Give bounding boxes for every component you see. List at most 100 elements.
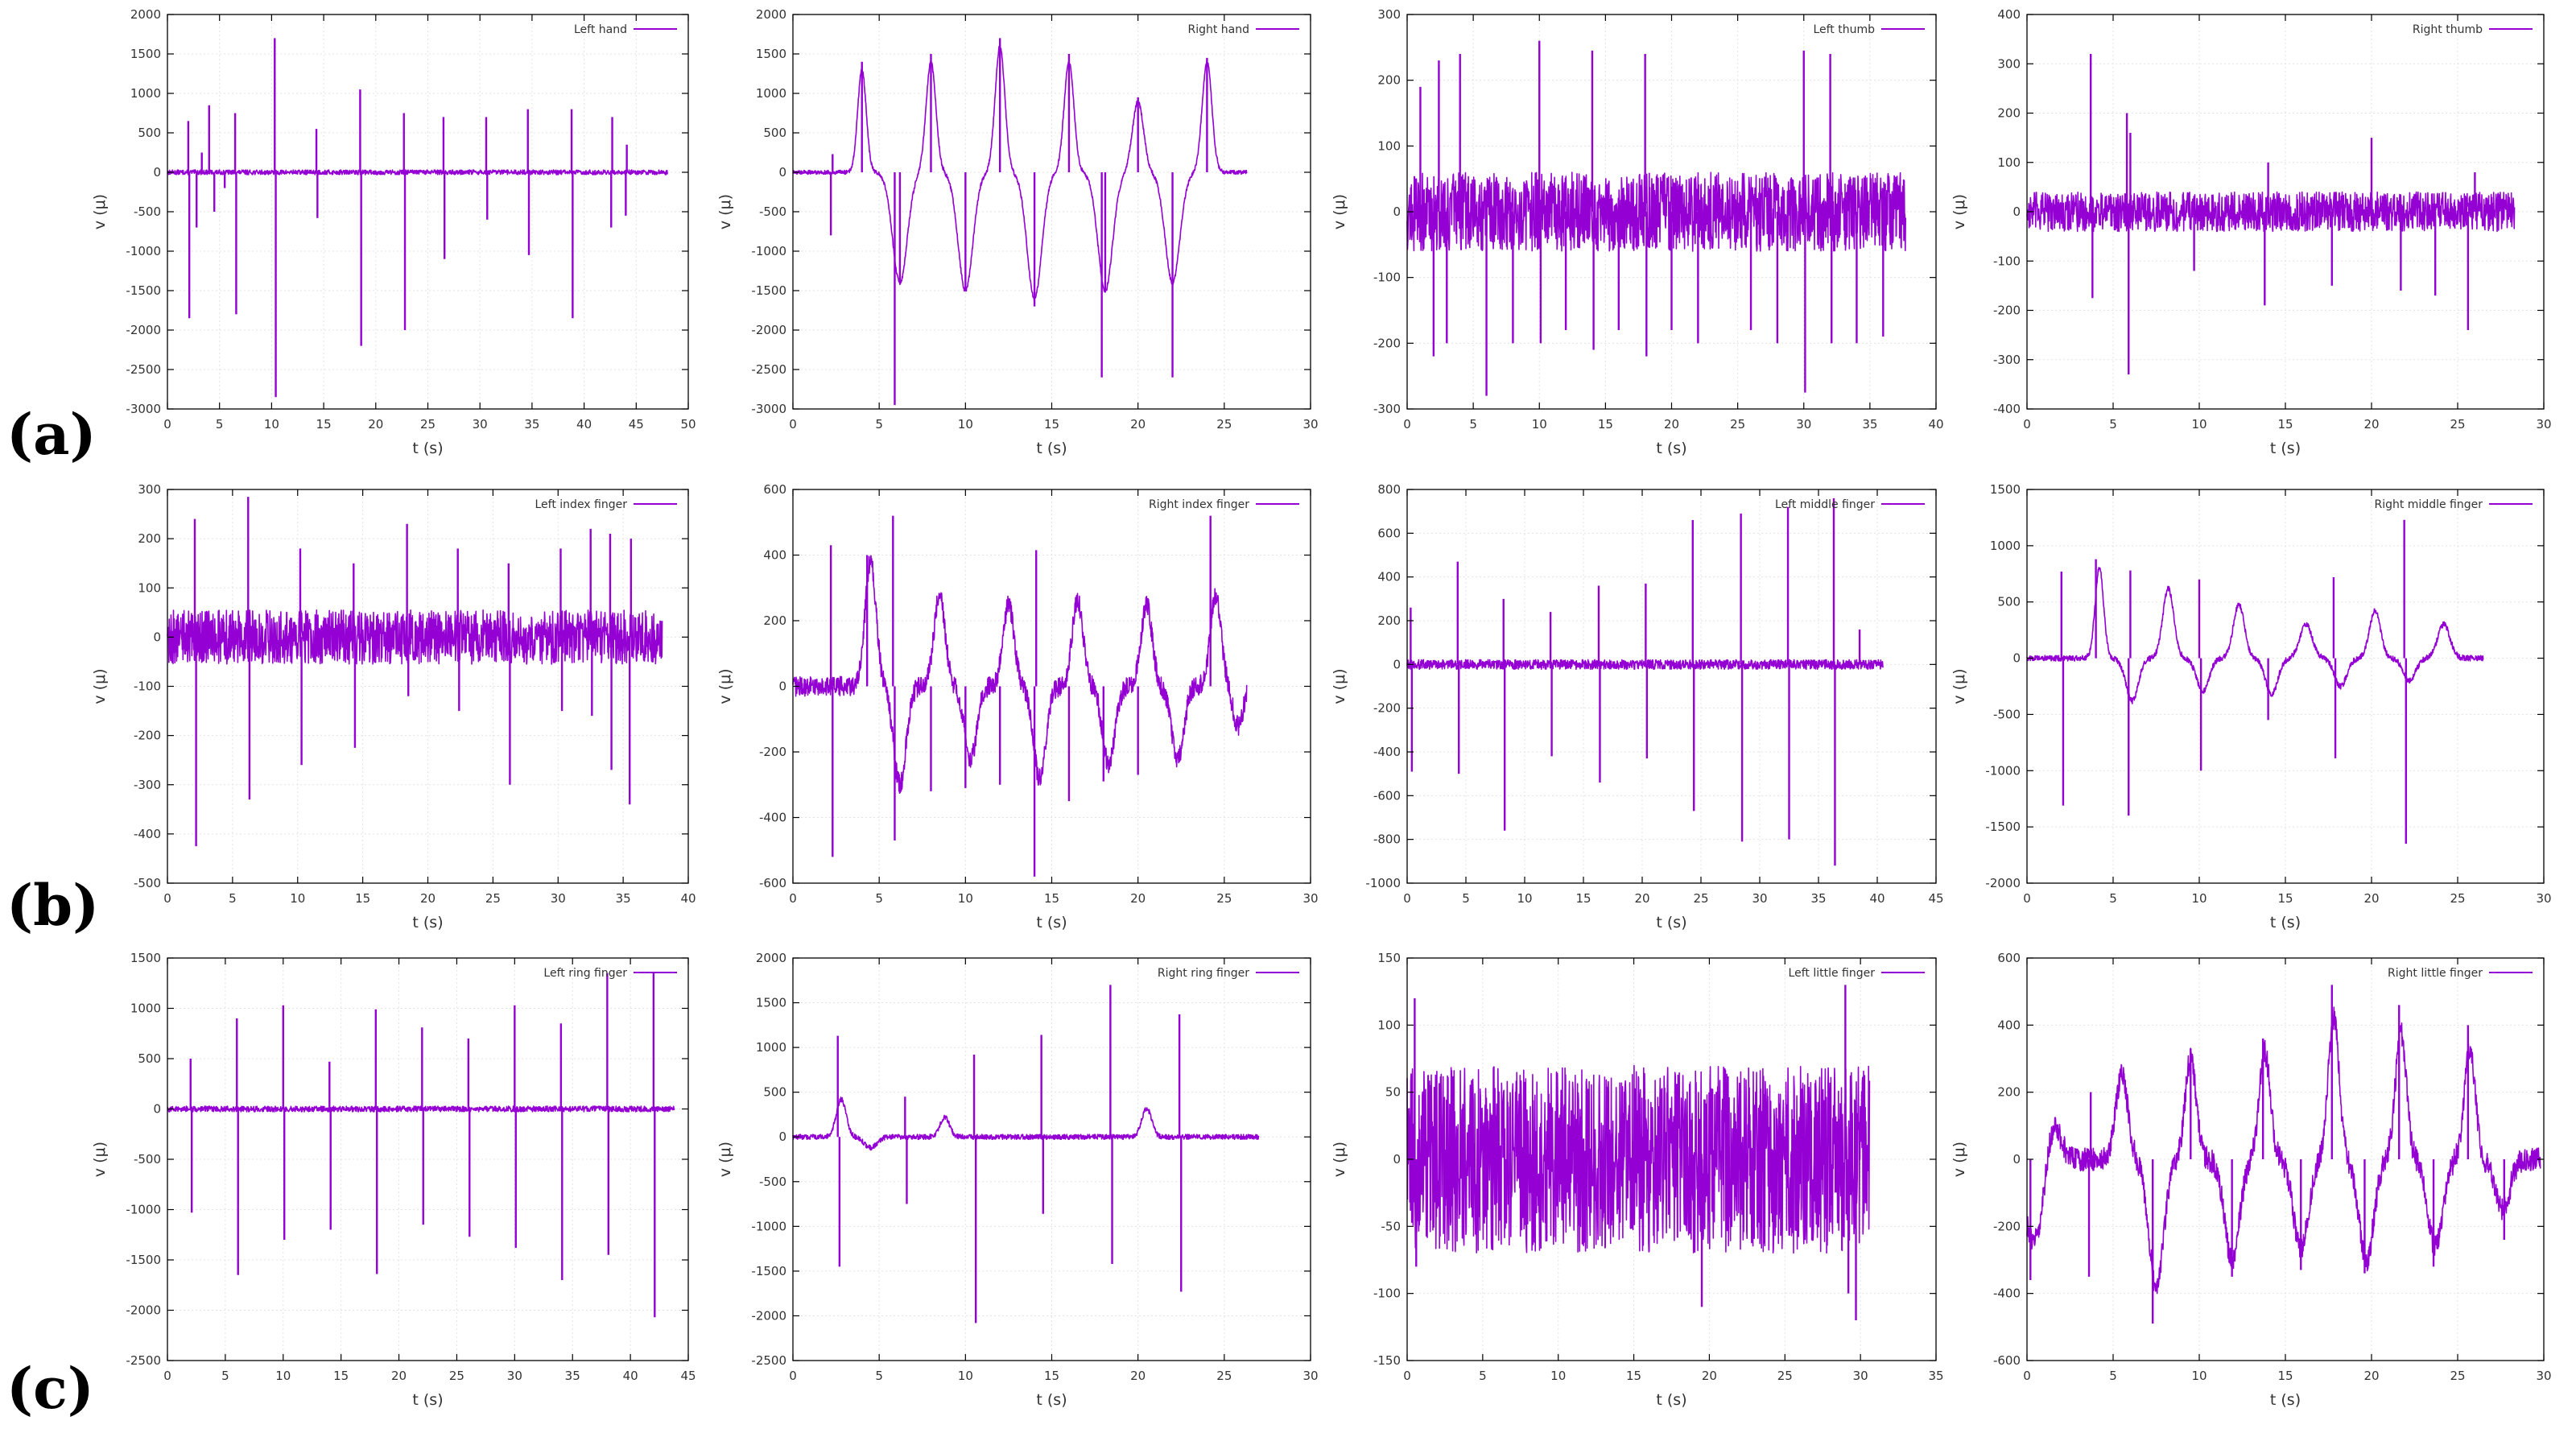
y-tick-label: 400 (763, 548, 786, 563)
y-axis-label: v (μ) (91, 194, 109, 229)
y-tick-label: -2500 (126, 362, 161, 377)
y-tick-label: 500 (138, 126, 161, 140)
y-tick-label: 500 (763, 1085, 786, 1100)
y-tick-label: -100 (1993, 254, 2021, 268)
x-tick-label: 25 (449, 1369, 464, 1383)
row-label-c: (c) (6, 1355, 94, 1422)
y-tick-label: 0 (153, 630, 161, 644)
legend: Left ring finger (543, 967, 677, 980)
y-tick-label: 2000 (756, 7, 786, 22)
x-tick-label: 20 (1702, 1369, 1717, 1383)
x-tick-label: 35 (524, 417, 539, 432)
legend: Right ring finger (1158, 967, 1299, 980)
y-tick-label: 200 (138, 531, 161, 546)
x-tick-label: 5 (875, 417, 883, 432)
chart-panel-8: 0 5 10 15 20 25 30 -2000 -1500 -1000 -500 0 500 1000 1… (1951, 482, 2552, 931)
y-tick-label: 100 (1377, 1018, 1401, 1032)
y-tick-label: 100 (1997, 155, 2021, 170)
series-line (792, 555, 1248, 794)
x-tick-label: 0 (163, 417, 171, 432)
y-tick-label: 200 (1997, 1085, 2021, 1100)
y-tick-label: 800 (1377, 482, 1401, 497)
y-tick-label: 200 (763, 613, 786, 628)
y-tick-label: -600 (759, 876, 786, 890)
x-tick-label: 5 (229, 891, 237, 906)
y-axis-label: v (μ) (1951, 1142, 1968, 1177)
x-axis-label: t (s) (2270, 914, 2301, 931)
x-tick-label: 15 (316, 417, 332, 432)
y-tick-label: -1000 (126, 244, 161, 258)
y-tick-label: 600 (763, 482, 786, 497)
y-tick-label: 1500 (130, 951, 161, 965)
y-tick-label: 200 (1997, 106, 2021, 121)
y-tick-label: -3000 (126, 402, 161, 416)
y-axis-label: v (μ) (1331, 194, 1348, 229)
legend-label: Left ring finger (543, 967, 627, 980)
y-axis-label: v (μ) (716, 194, 734, 229)
y-tick-label: 500 (138, 1051, 161, 1066)
x-tick-label: 0 (2023, 1369, 2031, 1383)
x-axis-label: t (s) (2270, 440, 2301, 457)
series-line (2026, 191, 2516, 233)
y-tick-label: -50 (1381, 1219, 1402, 1233)
y-tick-label: -1500 (1985, 820, 2021, 834)
x-tick-label: 0 (789, 417, 797, 432)
y-tick-label: -500 (1993, 707, 2021, 721)
y-tick-label: 400 (1997, 7, 2021, 22)
y-tick-label: -1500 (751, 283, 786, 298)
x-tick-label: 50 (680, 417, 696, 432)
grid (167, 14, 689, 410)
x-tick-label: 15 (1044, 417, 1059, 432)
x-tick-label: 20 (1130, 1369, 1146, 1383)
y-tick-label: 150 (1377, 951, 1401, 965)
x-tick-label: 10 (2191, 417, 2207, 432)
series-line (1406, 1064, 1871, 1254)
y-tick-label: 1000 (1990, 539, 2021, 553)
x-tick-label: 40 (576, 417, 592, 432)
y-tick-label: -2000 (1985, 876, 2021, 890)
x-tick-label: 20 (368, 417, 383, 432)
y-tick-label: 0 (2013, 1152, 2021, 1167)
row-label-b: (b) (6, 872, 100, 939)
x-tick-label: 15 (1626, 1369, 1641, 1383)
x-tick-label: 25 (485, 891, 501, 906)
x-axis-label: t (s) (1036, 1391, 1067, 1409)
grid (792, 489, 1311, 884)
y-tick-label: -200 (1373, 701, 1401, 716)
x-tick-label: 20 (2363, 1369, 2379, 1383)
x-tick-label: 45 (1928, 891, 1943, 906)
y-tick-label: -150 (1373, 1353, 1401, 1368)
x-tick-label: 15 (333, 1369, 349, 1383)
y-tick-label: -400 (1993, 1286, 2021, 1301)
legend-label: Right hand (1187, 23, 1249, 36)
x-tick-label: 30 (2536, 417, 2551, 432)
y-tick-label: -1000 (1985, 763, 2021, 778)
y-axis-label: v (μ) (716, 1142, 734, 1177)
y-tick-label: -500 (759, 1175, 786, 1189)
y-tick-label: -800 (1373, 832, 1401, 847)
x-tick-label: 5 (875, 891, 883, 906)
x-tick-label: 35 (1810, 891, 1826, 906)
y-tick-label: -1500 (126, 283, 161, 298)
x-tick-label: 0 (789, 1369, 797, 1383)
x-tick-label: 10 (958, 1369, 973, 1383)
y-tick-label: 1500 (756, 996, 786, 1010)
x-tick-label: 0 (789, 891, 797, 906)
y-tick-label: -200 (759, 745, 786, 759)
legend-label: Left hand (574, 23, 627, 36)
x-axis-label: t (s) (412, 914, 443, 931)
legend-label: Left index finger (535, 498, 628, 511)
x-tick-label: 25 (1216, 417, 1232, 432)
y-tick-label: -300 (1373, 402, 1401, 416)
x-tick-label: 20 (2363, 417, 2379, 432)
plot-frame (167, 957, 689, 1361)
x-tick-label: 40 (623, 1369, 638, 1383)
y-tick-label: -1000 (751, 1219, 786, 1233)
y-tick-label: 0 (1393, 204, 1401, 219)
x-tick-label: 15 (2277, 891, 2293, 906)
x-axis-label: t (s) (1656, 1391, 1686, 1409)
chart-panel-9: 0 5 10 15 20 25 30 35 40 45 -2500 -2000 -1500 -1000 -5… (91, 951, 696, 1409)
y-tick-label: 200 (1377, 613, 1401, 628)
x-tick-label: 30 (2536, 1369, 2551, 1383)
chart-panel-2: 0 5 10 15 20 25 30 -3000 -2500 -2000 -1500 -1000 -50… (716, 7, 1319, 457)
